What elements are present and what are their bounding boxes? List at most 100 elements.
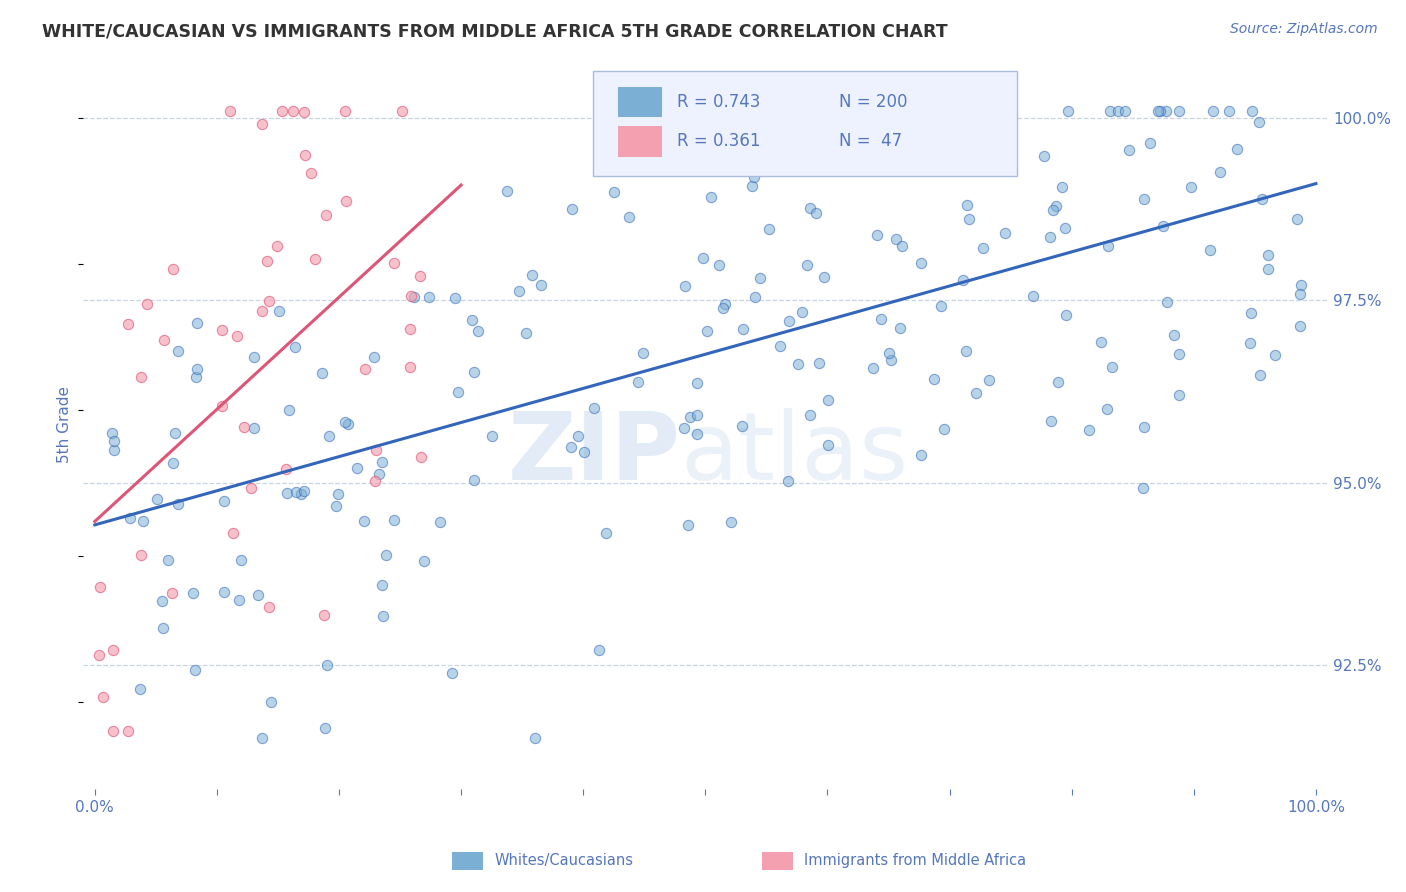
Point [152,621,174,635]
FancyBboxPatch shape [619,126,662,157]
Point [1288,286,1310,301]
Point [226,329,249,343]
Text: ZIP: ZIP [508,408,681,500]
Point [247,588,270,602]
Point [304,252,326,266]
Point [778,474,800,488]
Point [259,695,281,709]
Point [399,289,422,303]
Point [804,206,827,220]
Point [524,731,547,745]
Point [384,513,406,527]
Point [371,455,394,469]
Point [572,445,595,459]
Point [166,497,188,511]
Point [1114,103,1136,118]
Point [520,268,543,282]
Point [335,194,357,209]
Point [181,586,204,600]
Point [256,253,278,268]
Point [461,313,484,327]
Point [889,320,911,334]
Point [709,258,731,272]
Point [186,362,208,376]
Point [366,442,388,457]
Point [1202,103,1225,118]
Point [284,484,307,499]
Point [929,299,952,313]
Text: WHITE/CAUCASIAN VS IMMIGRANTS FROM MIDDLE AFRICA 5TH GRADE CORRELATION CHART: WHITE/CAUCASIAN VS IMMIGRANTS FROM MIDDL… [42,22,948,40]
Point [229,553,252,567]
Point [567,429,589,443]
Text: R = 0.743: R = 0.743 [676,93,761,111]
Point [184,663,207,677]
Point [796,258,818,272]
Point [463,473,485,487]
Point [870,312,893,326]
Point [131,514,153,528]
Point [1090,335,1112,350]
Point [240,481,263,495]
Point [290,487,312,501]
Point [582,401,605,416]
Point [333,103,356,118]
Point [991,103,1014,118]
Point [993,226,1015,240]
Point [481,429,503,443]
Point [463,365,485,379]
Point [429,515,451,529]
Point [692,251,714,265]
Point [731,322,754,336]
Point [862,361,884,376]
Point [166,343,188,358]
Text: Whites/Caucasians: Whites/Caucasians [495,854,634,868]
Point [627,375,650,389]
Point [744,290,766,304]
Point [409,450,432,464]
Point [283,103,305,118]
Point [402,290,425,304]
Point [1107,103,1129,118]
Point [292,483,315,498]
Point [250,731,273,745]
Point [89,580,111,594]
Point [259,294,281,309]
Point [1251,192,1274,206]
Point [696,324,718,338]
Point [346,460,368,475]
Point [367,467,389,481]
Point [673,421,696,435]
Point [163,425,186,440]
Point [793,137,815,152]
Point [214,493,236,508]
Point [758,222,780,236]
Point [1154,103,1177,118]
Point [274,462,297,476]
Point [312,607,335,622]
Point [817,438,839,452]
Point [353,514,375,528]
Point [779,120,801,135]
Point [89,648,111,663]
Point [336,417,359,431]
Point [799,408,821,422]
Point [955,343,977,358]
Point [1054,308,1077,322]
Point [1285,211,1308,226]
FancyBboxPatch shape [593,70,1017,177]
Point [103,442,125,457]
Point [252,304,274,318]
Point [595,525,617,540]
Point [373,609,395,624]
Point [1199,243,1222,257]
Point [371,578,394,592]
Point [778,314,800,328]
Point [588,643,610,657]
Point [679,409,702,424]
Point [1057,103,1080,118]
Point [877,346,900,360]
Point [673,278,696,293]
Point [284,340,307,354]
Point [910,256,932,270]
Point [1291,278,1313,293]
